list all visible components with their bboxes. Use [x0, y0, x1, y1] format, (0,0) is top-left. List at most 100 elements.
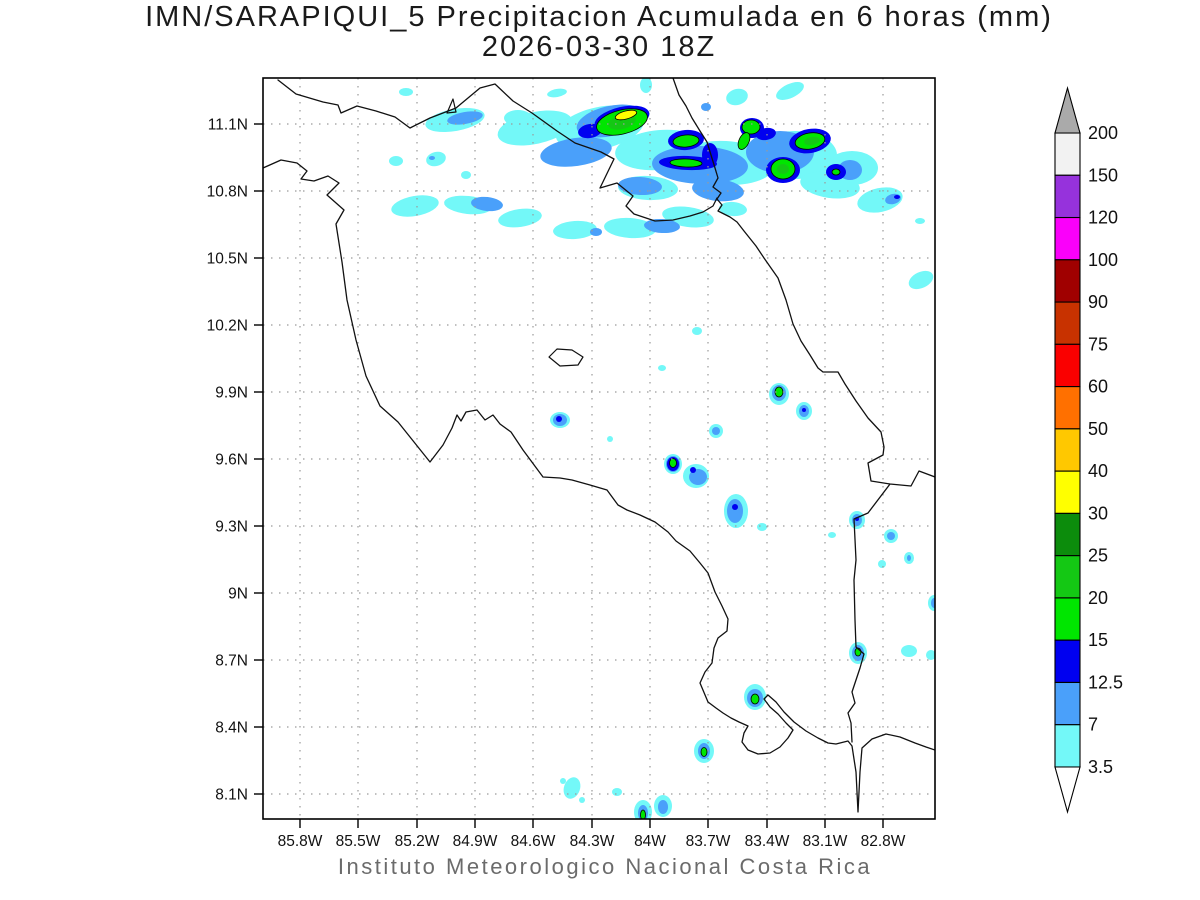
precip-cell-c3: [802, 408, 806, 412]
precip-cell-g1: [737, 132, 751, 150]
precip-cell-c2: [429, 156, 435, 160]
precip-cell-c1: [553, 220, 597, 240]
precip-cell-c2: [447, 111, 483, 125]
lon-tick-label: 84.3W: [570, 833, 615, 850]
lat-tick-label: 9.9N: [215, 385, 248, 402]
precip-cell-c1: [426, 151, 446, 167]
precip-cell-c1: [757, 523, 767, 531]
colorbar-segment: [1054, 216, 1081, 261]
colorbar-segment: [1054, 512, 1081, 557]
precip-cell-c2: [618, 176, 662, 196]
map-frame: [262, 77, 936, 820]
colorbar-tick-label: 7: [1088, 715, 1098, 735]
lon-tick-label: 84W: [634, 833, 666, 850]
precip-cell-c1: [497, 110, 573, 146]
colorbar-segment: [1054, 132, 1081, 176]
colorbar-segment: [1054, 639, 1081, 684]
lon-tick-label: 84.6W: [511, 833, 556, 850]
colorbar-tick-label: 90: [1088, 292, 1108, 312]
precip-cell-c2: [887, 532, 895, 540]
colorbar-tick-label: 120: [1088, 208, 1118, 228]
precip-cell-c1: [560, 778, 566, 784]
precip-cell-c2: [712, 427, 720, 435]
colorbar-segment: [1054, 386, 1081, 430]
colorbar-segment: [1054, 597, 1081, 641]
lon-tick-label: 85.8W: [278, 833, 323, 850]
coastline: [672, 78, 935, 487]
precip-cell-g1: [640, 809, 646, 819]
colorbar-segment: [1054, 681, 1081, 726]
lat-tick-label: 9.6N: [215, 452, 248, 469]
precip-cell-g1: [831, 168, 841, 176]
precip-cell-yl: [614, 109, 638, 121]
precip-cell-c1: [726, 88, 748, 106]
colorbar-tick-label: 75: [1088, 334, 1108, 354]
precip-cell-c1: [901, 645, 917, 657]
lat-tick-label: 10.5N: [207, 251, 248, 268]
colorbar-tick-label: 20: [1088, 588, 1108, 608]
colorbar-segment: [1054, 724, 1081, 768]
colorbar-segment: [1054, 301, 1081, 345]
precip-cell-g1: [700, 747, 708, 757]
colorbar-tick-label: 150: [1088, 165, 1118, 185]
lat-tick-label: 10.2N: [207, 318, 248, 335]
precip-cell-c2: [701, 103, 711, 111]
colorbar-tick-label: 25: [1088, 546, 1108, 566]
colorbar-segment: [1054, 555, 1081, 599]
precip-cell-c1: [828, 532, 836, 538]
lon-tick-label: 85.2W: [395, 833, 440, 850]
precip-cell-c1: [857, 187, 903, 213]
precip-cell-c3: [556, 416, 562, 422]
island-outline: [548, 348, 584, 367]
map-area: 11.1N 10.8N 10.5N 10.2N 9.9N 9.6N 9.3N 9N 8.7N 8.…: [207, 77, 936, 850]
precip-cell-g2: [777, 164, 789, 174]
lat-tick-label: 9N: [228, 586, 248, 603]
map-inner: [263, 78, 935, 819]
precip-cell-c3: [894, 195, 900, 199]
precip-cell-g1: [672, 134, 700, 148]
colorbar-tick-label: 100: [1088, 250, 1118, 270]
precip-cell-c2: [727, 499, 743, 523]
colorbar-tick-label: 3.5: [1088, 757, 1113, 777]
lat-tick-label: 10.8N: [207, 184, 248, 201]
precip-cell-c2: [931, 598, 935, 608]
precip-cell-c1: [547, 88, 567, 98]
precip-cell-c2: [644, 218, 680, 234]
precip-cell-c1: [908, 270, 934, 290]
precip-cell-c1: [607, 436, 613, 442]
lon-tick-label: 85.5W: [336, 833, 381, 850]
precip-cell-c1: [579, 797, 585, 803]
precip-cell-g2: [804, 136, 820, 146]
colorbar-arrow-below-min: [1054, 766, 1081, 815]
precip-cell-c1: [719, 201, 747, 217]
precip-cell-c3: [756, 127, 776, 141]
footer-attribution: Instituto Meteorologico Nacional Costa R…: [338, 854, 872, 879]
colorbar-segment: [1054, 259, 1081, 303]
precip-cell-g1: [750, 693, 760, 705]
precip-cell-c1: [391, 195, 439, 217]
colorbar-tick-label: 30: [1088, 503, 1108, 523]
colorbar-segment: [1054, 428, 1081, 472]
precip-cell-g1: [741, 119, 761, 135]
precip-cell-c1: [563, 777, 581, 799]
precip-cell-c1: [498, 208, 542, 228]
precip-cell-c3: [578, 123, 602, 139]
colorbar-segment: [1054, 174, 1081, 219]
colorbar-tick-label: 60: [1088, 377, 1108, 397]
colorbar-tick-label: 12.5: [1088, 672, 1123, 692]
colorbar-tick-label: 200: [1088, 123, 1118, 143]
colorbar-tick-label: 15: [1088, 630, 1108, 650]
colorbar-segment: [1054, 343, 1081, 388]
precip-cell-c1: [461, 171, 471, 179]
precip-cell-c1: [915, 218, 925, 224]
lon-tick-label: 83.1W: [803, 833, 848, 850]
lat-tick-label: 11.1N: [208, 117, 248, 134]
plot-title-line2: 2026-03-30 18Z: [482, 31, 716, 63]
lon-tick-label: 82.8W: [861, 833, 906, 850]
lon-tick-label: 83.7W: [686, 833, 731, 850]
lon-tick-label: 84.9W: [453, 833, 498, 850]
lat-tick-label: 8.7N: [215, 653, 248, 670]
precip-cell-c2: [689, 469, 707, 485]
